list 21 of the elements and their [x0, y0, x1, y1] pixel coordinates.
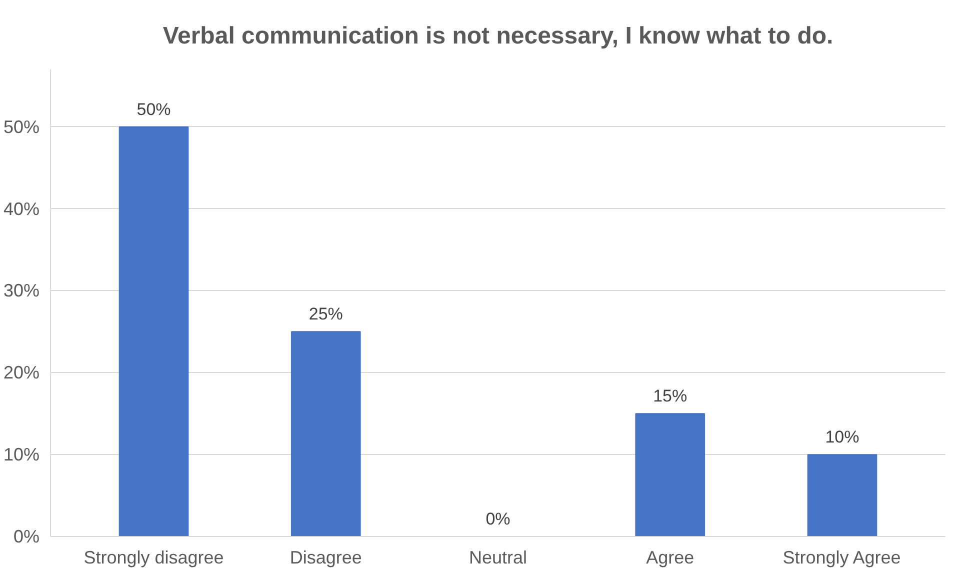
x-tick-label: Strongly disagree	[84, 548, 224, 568]
x-tick-label: Disagree	[290, 548, 362, 568]
bar	[118, 126, 189, 536]
data-label: 25%	[308, 304, 343, 324]
y-tick-label: 20%	[3, 362, 40, 383]
y-tick-label: 10%	[3, 444, 40, 465]
x-tick-label: Agree	[646, 548, 694, 568]
data-label: 10%	[825, 428, 860, 447]
data-label: 15%	[653, 386, 688, 406]
y-tick-label: 0%	[13, 526, 40, 546]
bar	[635, 413, 706, 536]
y-tick-label: 30%	[3, 280, 40, 301]
bar	[290, 331, 361, 536]
y-tick-label: 40%	[3, 198, 40, 219]
x-tick-label: Strongly Agree	[782, 548, 901, 568]
bar	[807, 454, 878, 536]
chart-title: Verbal communication is not necessary, I know what to do.	[162, 22, 834, 50]
x-tick-label: Neutral	[468, 548, 528, 568]
data-label: 50%	[136, 100, 171, 119]
y-tick-label: 50%	[3, 116, 40, 137]
data-label: 0%	[486, 510, 510, 528]
